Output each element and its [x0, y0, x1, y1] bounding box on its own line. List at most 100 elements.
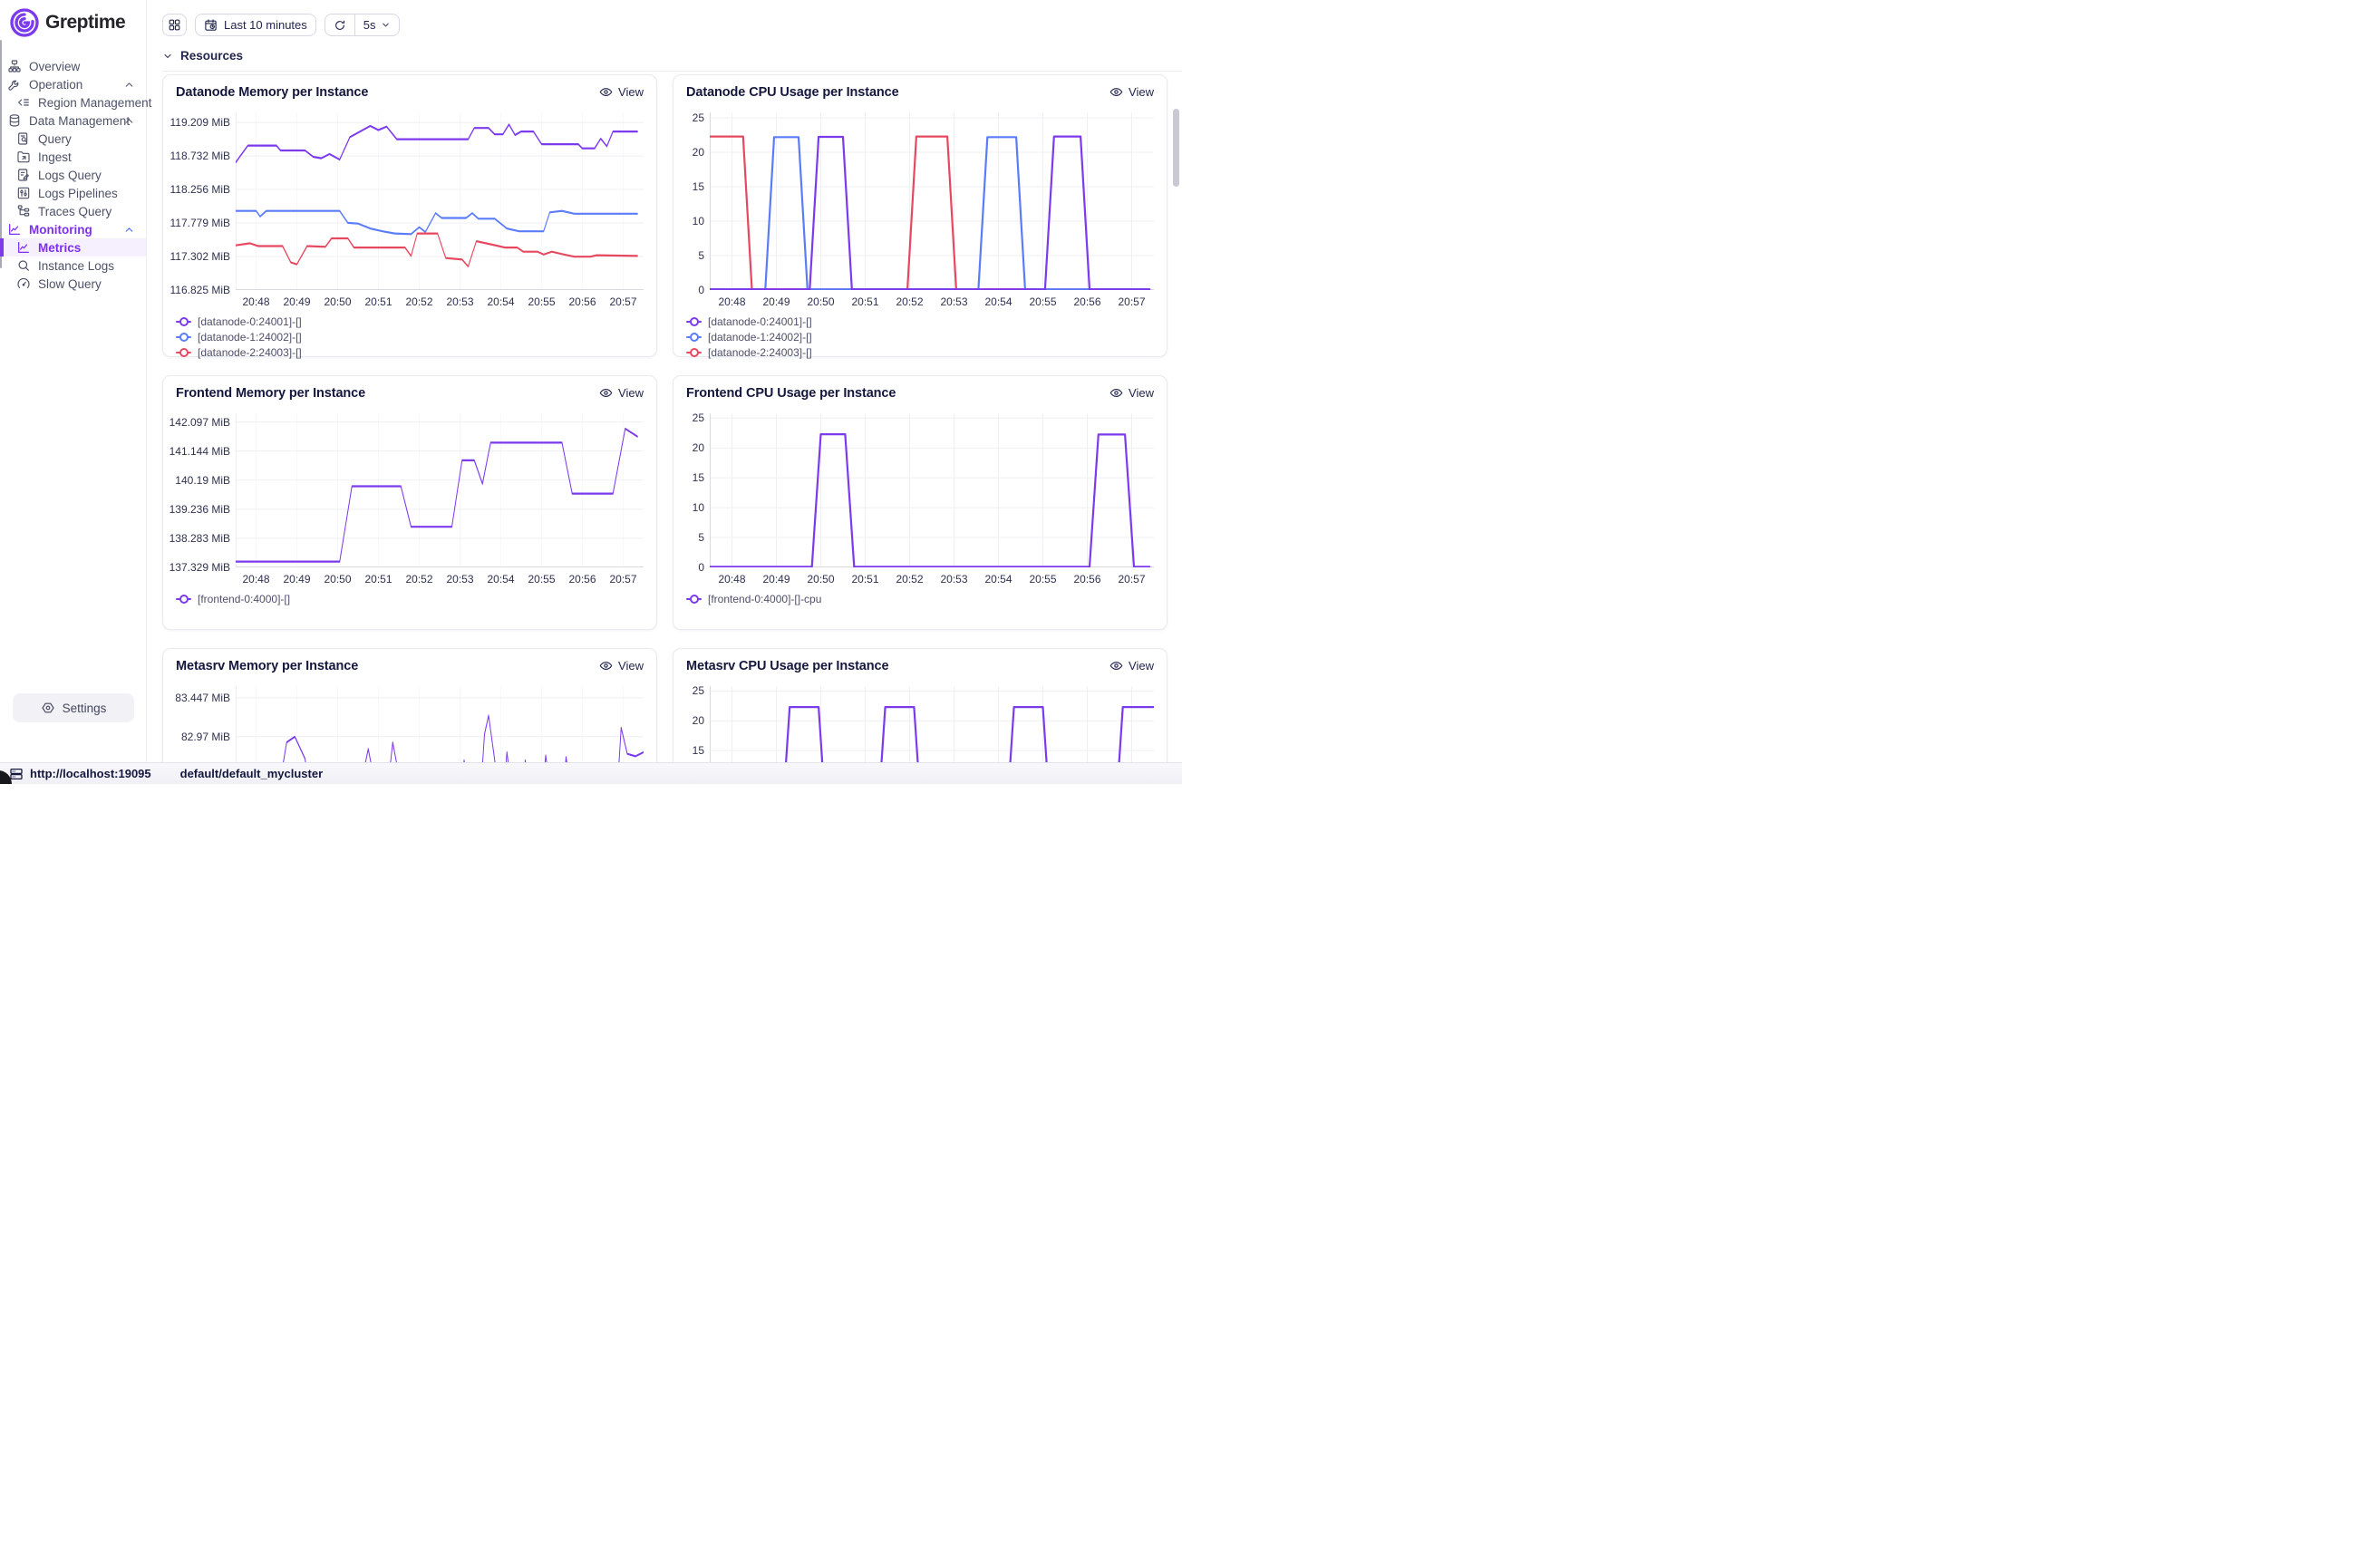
page-scrollbar[interactable] — [1173, 109, 1179, 187]
sidebar-item-logs-query[interactable]: Logs Query — [0, 166, 146, 184]
refresh-interval-select[interactable]: 5s — [354, 15, 399, 35]
view-label: View — [1129, 659, 1154, 673]
sidebar-item-logs-pipelines[interactable]: Logs Pipelines — [0, 184, 146, 202]
legend-item[interactable]: [datanode-2:24003]-[] — [686, 346, 1154, 359]
x-axis-labels: 20:48 20:49 20:50 20:51 20:52 20:53 20:54 20:55… — [242, 295, 637, 308]
chart-card-metasrv-memory: Metasrv Memory per Instance View 83.447 … — [162, 648, 657, 762]
chart-view-button[interactable]: View — [599, 386, 644, 400]
chart-plot[interactable] — [236, 413, 644, 567]
chart-card-frontend-cpu: Frontend CPU Usage per Instance View 25 2… — [673, 375, 1167, 630]
series-marker-icon — [686, 317, 702, 327]
refresh-icon — [334, 19, 346, 32]
eye-icon — [1109, 85, 1123, 99]
section-title: Resources — [180, 49, 244, 63]
server-icon — [9, 767, 24, 781]
doc-edit-icon — [16, 168, 31, 182]
chart-plot[interactable] — [710, 686, 1154, 762]
chevron-down-icon — [381, 20, 391, 30]
doc-search-icon — [16, 131, 31, 146]
calendar-clock-icon — [204, 18, 218, 32]
chart-view-button[interactable]: View — [599, 659, 644, 673]
sidebar-item-data-management[interactable]: Data Management — [0, 111, 146, 130]
chevron-up-icon — [123, 115, 135, 127]
sidebar-scrollbar[interactable] — [0, 40, 2, 268]
legend-item[interactable]: [datanode-1:24002]-[] — [686, 331, 1154, 344]
eye-icon — [599, 85, 613, 99]
legend-label: [datanode-2:24003]-[] — [198, 346, 302, 359]
series-marker-icon — [176, 317, 191, 327]
eye-icon — [599, 659, 613, 673]
sidebar-item-instance-logs[interactable]: Instance Logs — [0, 256, 146, 275]
chart-plot[interactable] — [710, 112, 1154, 290]
chart-plot[interactable] — [236, 686, 644, 762]
chart-view-button[interactable]: View — [1109, 85, 1154, 99]
status-bar: http://localhost:19095 default/default_m… — [0, 762, 1182, 784]
chart-view-button[interactable]: View — [1109, 386, 1154, 400]
legend-item[interactable]: [frontend-0:4000]-[]-cpu — [686, 593, 1154, 605]
resources-section-header[interactable]: Resources — [162, 49, 1182, 63]
legend-label: [datanode-1:24002]-[] — [198, 331, 302, 344]
legend-item[interactable]: [datanode-2:24003]-[] — [176, 346, 644, 359]
chart-card-metasrv-cpu: Metasrv CPU Usage per Instance View 25 20… — [673, 648, 1167, 762]
y-axis-labels: 25 20 15 10 5 0 — [692, 111, 704, 296]
chart-row-3: Metasrv Memory per Instance View 83.447 … — [162, 648, 1167, 762]
legend-item[interactable]: [datanode-0:24001]-[] — [686, 315, 1154, 328]
sidebar-nav: Overview Operation Region Management Dat… — [0, 57, 151, 293]
chart-plot[interactable] — [710, 413, 1154, 567]
legend-item[interactable]: [frontend-0:4000]-[] — [176, 593, 644, 605]
app-window: Greptime Overview Operation Region Manag… — [0, 0, 1182, 784]
main-content: Last 10 minutes 5s — [147, 0, 1182, 762]
settings-button[interactable]: Settings — [13, 693, 134, 722]
legend-item[interactable]: [datanode-1:24002]-[] — [176, 331, 644, 344]
sidebar-item-query[interactable]: Query — [0, 130, 146, 148]
view-label: View — [1129, 85, 1154, 99]
chart-title: Datanode CPU Usage per Instance — [686, 85, 899, 100]
chart-view-button[interactable]: View — [1109, 659, 1154, 673]
folder-arrow-icon — [16, 150, 31, 164]
view-label: View — [1129, 386, 1154, 400]
legend-item[interactable]: [datanode-0:24001]-[] — [176, 315, 644, 328]
legend-label: [frontend-0:4000]-[]-cpu — [708, 593, 822, 605]
sidebar: Greptime Overview Operation Region Manag… — [0, 0, 151, 762]
time-range-button[interactable]: Last 10 minutes — [195, 14, 316, 36]
refresh-control: 5s — [324, 14, 400, 36]
tree-icon — [16, 204, 31, 218]
database-icon — [7, 113, 22, 128]
wrench-icon — [7, 77, 22, 92]
sidebar-item-operation[interactable]: Operation — [0, 75, 146, 93]
series-marker-icon — [176, 595, 191, 605]
chart-plot[interactable] — [236, 112, 644, 290]
sidebar-item-slow-query[interactable]: Slow Query — [0, 275, 146, 293]
refresh-button[interactable] — [325, 15, 354, 35]
sidebar-item-overview[interactable]: Overview — [0, 57, 146, 75]
eye-icon — [1109, 386, 1123, 400]
gauge-icon — [16, 276, 31, 291]
series-marker-icon — [176, 333, 191, 343]
layout-grid-button[interactable] — [162, 14, 187, 36]
chart-line-icon — [16, 240, 31, 255]
search-icon — [16, 258, 31, 273]
series-marker-icon — [686, 348, 702, 358]
chevron-up-icon — [123, 79, 135, 91]
chart-title: Metasrv CPU Usage per Instance — [686, 659, 889, 673]
cluster-name[interactable]: default/default_mycluster — [179, 767, 324, 780]
toolbar: Last 10 minutes 5s — [147, 0, 1182, 36]
server-url[interactable]: http://localhost:19095 — [30, 767, 151, 780]
sidebar-item-traces-query[interactable]: Traces Query — [0, 202, 146, 220]
charts-grid: Datanode Memory per Instance View 119.20… — [147, 72, 1182, 762]
y-axis-labels: 25 20 15 10 5 0 — [692, 411, 704, 574]
view-label: View — [618, 85, 644, 99]
sidebar-item-monitoring[interactable]: Monitoring — [0, 220, 146, 238]
sliders-icon — [16, 186, 31, 200]
series-marker-icon — [686, 595, 702, 605]
chart-view-button[interactable]: View — [599, 85, 644, 99]
sidebar-item-metrics[interactable]: Metrics — [0, 238, 146, 256]
sidebar-item-ingest[interactable]: Ingest — [0, 148, 146, 166]
series-marker-icon — [686, 333, 702, 343]
chart-card-datanode-cpu: Datanode CPU Usage per Instance View 25 2… — [673, 74, 1167, 359]
chart-legend: [datanode-0:24001]-[] [datanode-1:24002]-… — [686, 315, 1154, 359]
brand-logo[interactable]: Greptime — [0, 0, 146, 37]
sidebar-item-region-management[interactable]: Region Management — [0, 93, 151, 111]
series-marker-icon — [176, 348, 191, 358]
